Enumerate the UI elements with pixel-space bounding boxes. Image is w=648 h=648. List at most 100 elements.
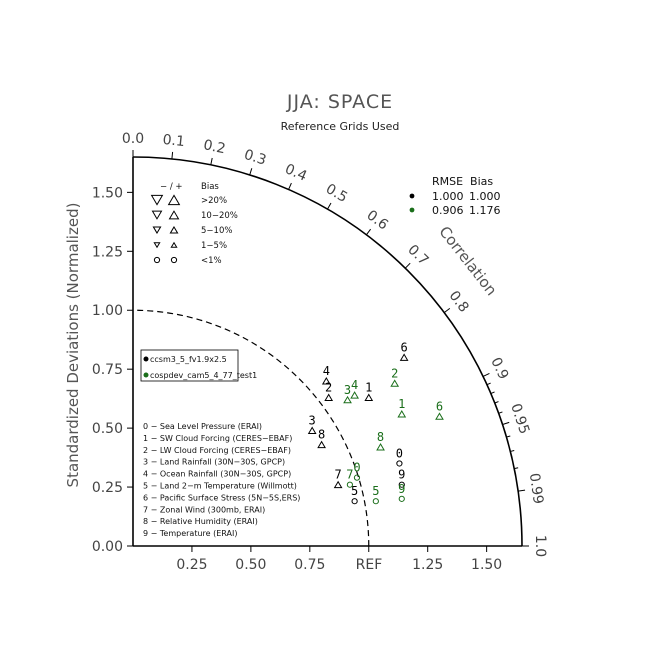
data-marker — [317, 440, 326, 449]
corr-tick-mark — [482, 372, 490, 377]
corr-tick-mark — [171, 151, 174, 159]
corr-minor-tick — [490, 391, 495, 395]
data-point-label: 9 — [398, 482, 405, 496]
data-point-label: 2 — [325, 380, 332, 394]
data-marker — [324, 393, 334, 401]
data-point-label: 4 — [323, 364, 330, 378]
y-tick-label: 1.50 — [92, 185, 123, 201]
data-marker — [396, 460, 403, 467]
data-point-label: 0 — [353, 461, 360, 475]
data-marker — [350, 391, 359, 399]
bias-legend-sign: − / + — [160, 182, 183, 192]
data-marker — [376, 443, 385, 451]
chart-subtitle: Reference Grids Used — [281, 120, 400, 133]
bias-legend-down-triangle — [152, 226, 162, 235]
variable-list-item: 9 − Temperature (ERAI) — [143, 529, 237, 538]
corr-tick-mark — [249, 168, 253, 176]
series-legend-name-1: cospdev_cam5_4_77_test1 — [150, 371, 257, 380]
bias-legend-down-triangle — [153, 242, 161, 249]
correlation-label: Correlation — [435, 223, 500, 299]
bias-value-series-0: 1.000 — [469, 190, 501, 203]
data-point-label: 8 — [377, 430, 384, 444]
rmse-header: RMSE Bias — [432, 175, 493, 188]
data-point-label: 7 — [334, 468, 341, 482]
data-point-label: 3 — [309, 413, 316, 427]
variable-list-item: 7 − Zonal Wind (300mb, ERAI) — [143, 505, 265, 514]
data-marker — [435, 412, 444, 420]
data-point-label: 7 — [346, 468, 353, 482]
rmse-value-series-1: 0.906 — [432, 204, 464, 217]
variable-list-item: 3 − Land Rainfall (30N−30S, GPCP) — [143, 458, 285, 467]
corr-minor-tick — [498, 411, 503, 414]
series-legend-dot-0 — [143, 356, 149, 362]
corr-tick-mark — [502, 421, 510, 426]
data-marker — [321, 377, 331, 385]
bias-legend-circle — [170, 256, 178, 264]
bias-legend: − / + Bias >20% 10−20% 5−10% 1−5% <1% — [150, 182, 238, 266]
rmse-legend: RMSE Bias 1.000 1.000 0.906 1.176 — [409, 175, 501, 217]
corr-minor-tick — [494, 401, 499, 404]
axes-group — [132, 156, 523, 547]
y-axis-label: Standardized Deviations (Normalized) — [64, 203, 82, 488]
data-marker — [397, 410, 407, 418]
corr-tick-mark — [327, 202, 332, 210]
corr-tick-label: 0.1 — [162, 132, 186, 150]
corr-tick-label: 0.99 — [526, 472, 546, 505]
ticks-group: 0.25 0.50 0.75 1.25 1.500.000.250.500.751.00… — [92, 131, 548, 573]
corr-minor-tick — [486, 382, 491, 386]
data-point-label: 5 — [372, 484, 379, 498]
variable-list-item: 2 − LW Cloud Forcing (CERES−EBAF) — [143, 446, 291, 455]
reference-arc — [132, 309, 370, 547]
data-marker — [343, 395, 352, 404]
data-marker — [399, 353, 409, 361]
series-legend-name-0: ccsm3_5_fv1.9x2.5 — [150, 355, 227, 364]
series-legend-box — [140, 349, 239, 382]
bias-legend-up-triangle — [167, 194, 181, 206]
corr-tick-mark — [404, 262, 411, 269]
corr-tick-label: 0.0 — [122, 131, 144, 147]
data-point-label: 4 — [351, 378, 358, 392]
corr-minor-tick — [510, 449, 515, 452]
corr-tick-label: 0.4 — [282, 161, 309, 185]
bias-legend-circle — [153, 256, 161, 264]
corr-tick-label: 0.5 — [323, 181, 350, 206]
rmse-dot-series-1 — [409, 207, 415, 213]
data-point-label: 5 — [351, 484, 358, 498]
bias-legend-down-triangle — [150, 194, 164, 206]
corr-tick-label: 1.0 — [532, 535, 548, 557]
data-point-label: 8 — [318, 428, 325, 442]
rmse-value-series-0: 1.000 — [432, 190, 464, 203]
data-marker — [346, 481, 353, 488]
x-tick-label: 1.50 — [471, 557, 502, 573]
variable-list-item: 1 − SW Cloud Forcing (CERES−EBAF) — [143, 434, 292, 443]
data-marker — [353, 474, 361, 481]
ref-label: REF — [356, 557, 383, 573]
y-tick-label: 1.00 — [92, 303, 123, 319]
bias-legend-down-triangle — [151, 210, 163, 220]
corr-tick-mark — [288, 182, 292, 190]
bias-legend-label: 10−20% — [201, 211, 238, 221]
variable-list-item: 6 − Pacific Surface Stress (5N−5S,ERS) — [143, 493, 300, 502]
data-marker — [351, 498, 358, 505]
variable-list-item: 5 − Land 2−m Temperature (Willmott) — [143, 482, 297, 491]
variable-list-item: 0 − Sea Level Pressure (ERAI) — [143, 422, 262, 431]
outer-arc — [132, 156, 523, 547]
y-tick-label: 0.00 — [92, 539, 123, 555]
corr-tick-label: 0.2 — [202, 137, 227, 157]
bias-legend-label: >20% — [201, 196, 227, 206]
data-marker — [398, 495, 405, 502]
bias-legend-up-triangle — [170, 241, 178, 248]
corr-tick-label: 0.9 — [487, 355, 511, 382]
corr-tick-mark — [443, 307, 451, 314]
y-tick-label: 0.25 — [92, 480, 123, 496]
data-point-label: 1 — [365, 380, 372, 394]
y-tick-label: 1.25 — [92, 244, 123, 260]
data-marker — [307, 426, 317, 434]
chart-title: JJA: SPACE — [286, 91, 393, 113]
corr-tick-mark — [210, 157, 213, 165]
corr-minor-tick — [514, 467, 519, 470]
variable-list: 0 − Sea Level Pressure (ERAI) 1 − SW Clou… — [143, 422, 300, 538]
variable-list-item: 4 − Ocean Rainfall (30N−30S, GPCP) — [143, 470, 291, 479]
data-point-label: 6 — [436, 399, 443, 413]
